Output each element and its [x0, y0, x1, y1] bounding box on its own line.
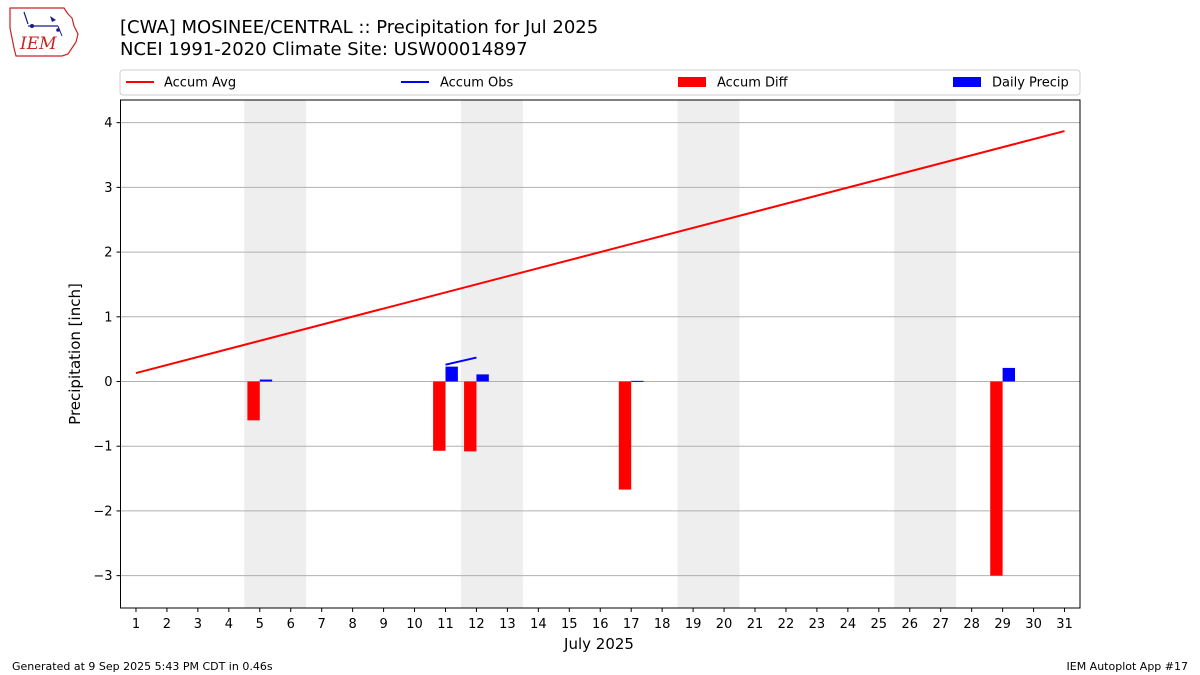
y-tick-label: −2	[93, 504, 112, 519]
x-tick-label: 26	[901, 617, 918, 632]
daily-precip-bar	[476, 374, 489, 382]
accum-diff-bar	[990, 381, 1003, 576]
weekend-shading	[244, 100, 957, 608]
bars	[247, 366, 1016, 576]
x-tick-label: 25	[871, 617, 888, 632]
accum-diff-bar	[618, 381, 632, 490]
x-tick-label: 15	[561, 617, 578, 632]
daily-precip-bar	[1002, 367, 1016, 382]
x-tick-label: 24	[840, 617, 857, 632]
legend-frame	[119, 69, 1081, 96]
generated-timestamp: Generated at 9 Sep 2025 5:43 PM CDT in 0…	[12, 660, 273, 673]
accum-diff-bar	[247, 381, 260, 421]
y-gridlines	[120, 122, 1080, 577]
legend-label-accum-obs: Accum Obs	[440, 76, 513, 91]
x-tick-label: 22	[778, 617, 795, 632]
weekend-band-0	[244, 100, 307, 608]
x-tick-label: 23	[809, 617, 826, 632]
y-axis-label: Precipitation [inch]	[66, 283, 84, 425]
x-tick-label: 28	[963, 617, 980, 632]
legend: Accum Avg Accum Obs Accum Diff Daily Pre…	[119, 69, 1081, 96]
x-tick-label: 20	[716, 617, 733, 632]
y-tick-label: 2	[104, 246, 112, 261]
chart-title: [CWA] MOSINEE/CENTRAL :: Precipitation f…	[120, 17, 599, 38]
weekend-band-2	[677, 100, 740, 608]
weekend-band-3	[894, 100, 957, 608]
accum-avg-line	[135, 130, 1065, 375]
y-tick-label: 3	[104, 181, 112, 196]
accum-diff-bar	[433, 381, 446, 451]
x-tick-label: 17	[623, 617, 640, 632]
x-tick-label: 8	[348, 617, 356, 632]
y-tick-label: 4	[104, 116, 112, 131]
x-tick-label: 3	[194, 617, 202, 632]
x-tick-label: 4	[225, 617, 233, 632]
y-tick-label: −3	[93, 569, 112, 584]
legend-label-daily-precip: Daily Precip	[992, 76, 1069, 91]
x-tick-label: 9	[379, 617, 387, 632]
x-axis-label: July 2025	[563, 635, 634, 653]
chart-subtitle: NCEI 1991-2020 Climate Site: USW00014897	[120, 39, 528, 60]
x-tick-label: 21	[747, 617, 764, 632]
x-tick-label: 11	[437, 617, 454, 632]
x-tick-label: 6	[287, 617, 295, 632]
x-tick-label: 16	[592, 617, 609, 632]
legend-label-accum-diff: Accum Diff	[717, 76, 789, 91]
logo-text: IEM	[19, 34, 57, 54]
iem-logo: IEM	[9, 7, 79, 57]
x-tick-label: 5	[256, 617, 264, 632]
legend-swatch-daily-precip	[953, 77, 981, 87]
x-tick-label: 18	[654, 617, 671, 632]
lines	[135, 130, 1065, 375]
weekend-band-1	[460, 100, 523, 608]
daily-precip-bar	[445, 366, 458, 382]
x-tick-label: 2	[163, 617, 171, 632]
accum-diff-bar	[464, 381, 477, 452]
y-tick-label: 1	[104, 310, 112, 325]
x-tick-label: 30	[1025, 617, 1042, 632]
x-tick-label: 12	[468, 617, 485, 632]
x-tick-label: 31	[1056, 617, 1073, 632]
y-tick-label: −1	[93, 440, 112, 455]
x-tick-label: 19	[685, 617, 702, 632]
y-tick-label: 0	[104, 375, 112, 390]
accum-obs-line	[445, 356, 477, 366]
app-label: IEM Autoplot App #17	[1066, 660, 1189, 673]
x-tick-label: 13	[499, 617, 516, 632]
x-tick-label: 27	[932, 617, 949, 632]
daily-precip-bar	[631, 380, 644, 382]
legend-swatch-accum-diff	[678, 77, 706, 87]
x-tick-label: 1	[132, 617, 140, 632]
x-tick-label: 14	[530, 617, 547, 632]
x-tick-label: 7	[318, 617, 326, 632]
x-tick-label: 29	[994, 617, 1011, 632]
legend-label-accum-avg: Accum Avg	[164, 76, 236, 91]
x-tick-label: 10	[406, 617, 423, 632]
daily-precip-bar	[259, 379, 273, 382]
